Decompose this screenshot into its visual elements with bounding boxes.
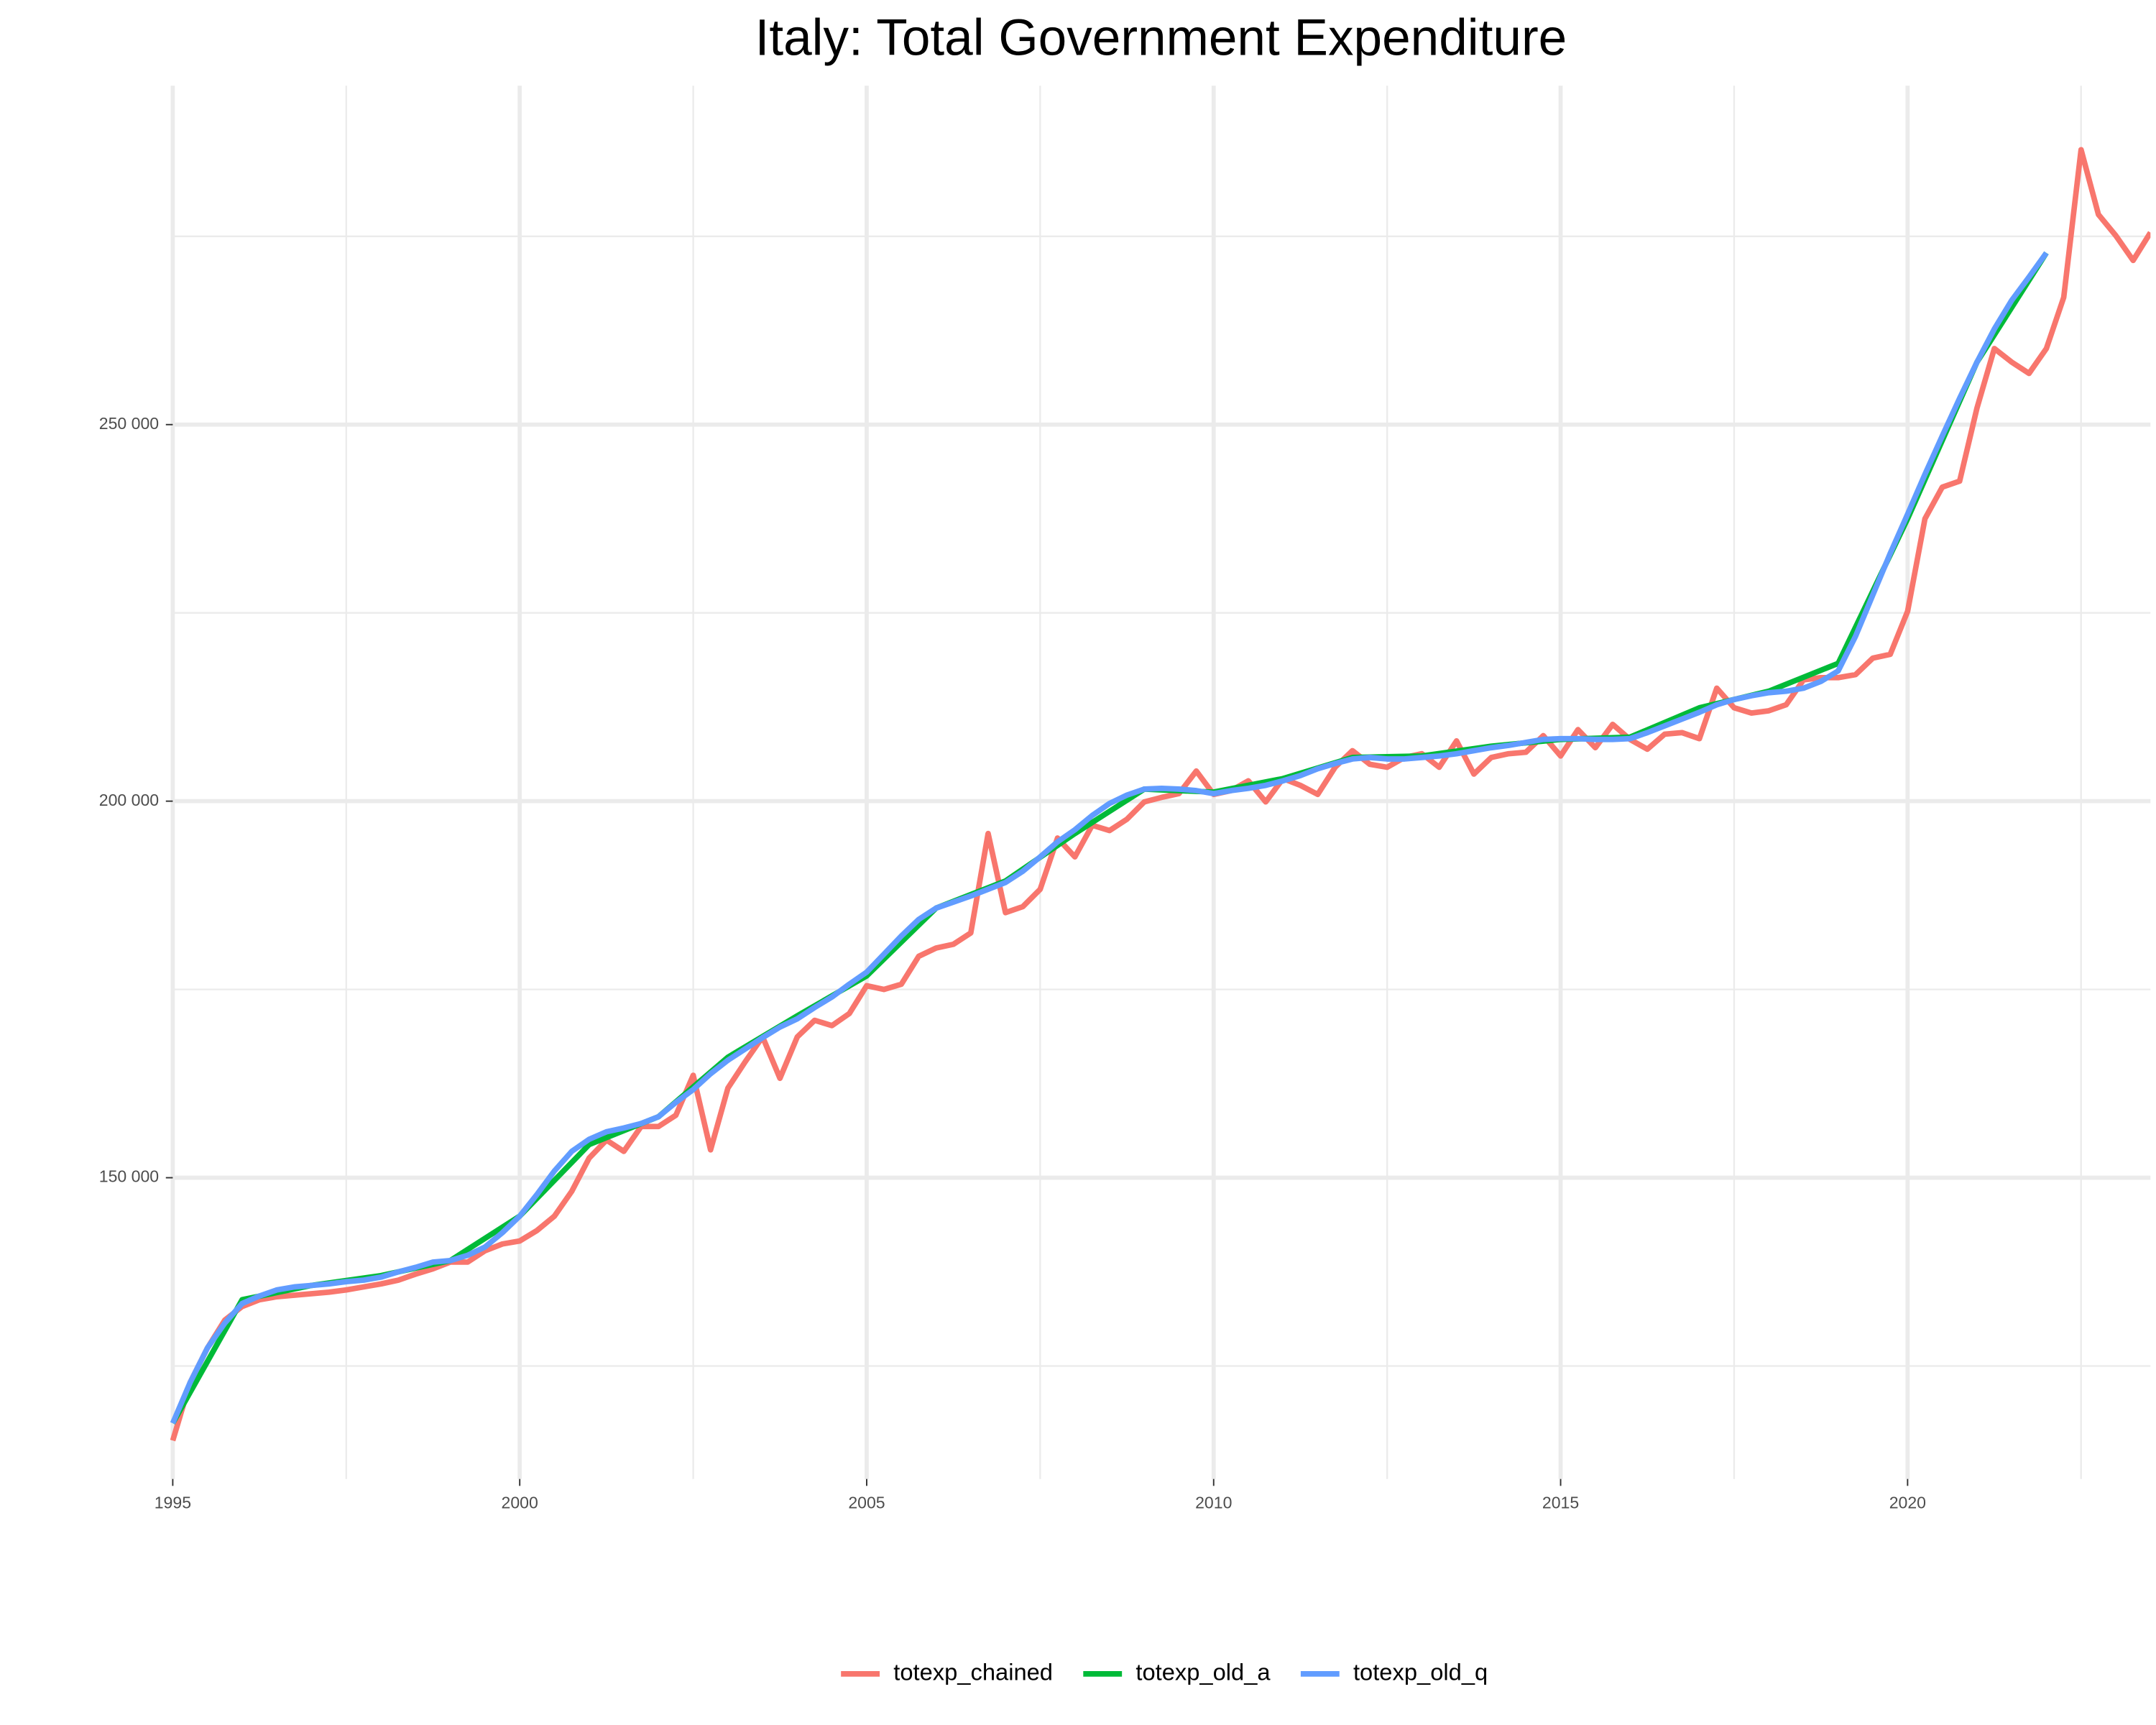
y-tick-label: 150 000 (99, 1167, 159, 1186)
grid (170, 86, 2151, 1479)
series-line (170, 251, 2049, 1425)
series-line (170, 251, 2049, 1425)
y-tick-label: 200 000 (99, 791, 159, 809)
series-line (170, 147, 2151, 1442)
legend-label: totexp_chained (893, 1658, 1053, 1685)
legend-label: totexp_old_a (1135, 1658, 1271, 1685)
x-tick-label: 2020 (1889, 1493, 1926, 1512)
chart-title: Italy: Total Government Expenditure (755, 9, 1567, 66)
x-tick-label: 2015 (1542, 1493, 1579, 1512)
legend: totexp_chained totexp_old_a totexp_old_q (841, 1658, 1488, 1685)
x-tick-label: 2005 (848, 1493, 885, 1512)
y-tick-label: 250 000 (99, 414, 159, 433)
x-tick-label: 1995 (155, 1493, 191, 1512)
legend-label: totexp_old_q (1353, 1658, 1488, 1685)
x-tick-label: 2010 (1195, 1493, 1232, 1512)
x-tick-label: 2000 (502, 1493, 538, 1512)
